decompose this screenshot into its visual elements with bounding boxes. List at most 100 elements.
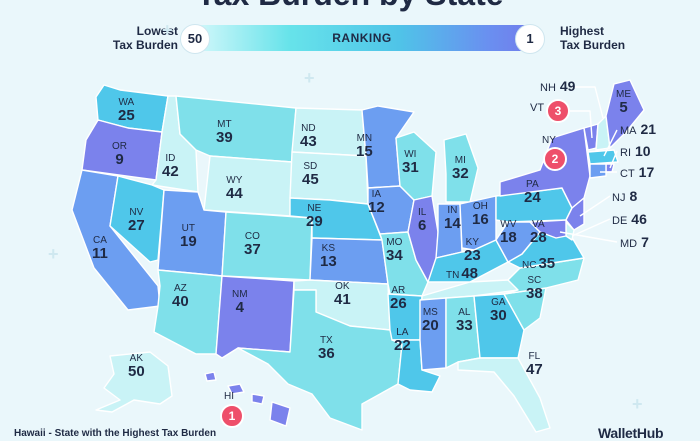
state-rank: 25 bbox=[118, 107, 135, 124]
state-rank: 16 bbox=[472, 211, 489, 228]
state-rank: 44 bbox=[226, 185, 243, 202]
legend-highest-label: Highest Tax Burden bbox=[560, 24, 650, 52]
callout-NH: NH 49 bbox=[540, 78, 575, 94]
state-abbr: NV bbox=[129, 207, 144, 218]
state-abbr: MI bbox=[454, 155, 466, 166]
state-label-MI: MI 32 bbox=[452, 156, 469, 182]
state-rank: 19 bbox=[180, 233, 197, 250]
state-CO[interactable] bbox=[221, 211, 313, 281]
state-abbr: NM bbox=[232, 289, 248, 300]
wallethub-logo: WalletHub bbox=[598, 425, 664, 441]
legend-highest-text: Highest Tax Burden bbox=[560, 24, 626, 52]
state-label-WY: WY 44 bbox=[226, 176, 243, 202]
state-label-TX: TX 36 bbox=[318, 336, 335, 362]
state-abbr: MO bbox=[386, 237, 403, 248]
state-abbr: OR bbox=[112, 141, 127, 152]
state-KY[interactable] bbox=[427, 239, 509, 283]
state-rank: 38 bbox=[526, 285, 543, 302]
state-rank: 48 bbox=[461, 265, 479, 282]
state-abbr: CO bbox=[244, 231, 260, 242]
leader-line-NJ bbox=[579, 195, 611, 217]
state-AK[interactable] bbox=[95, 351, 173, 413]
state-NV[interactable] bbox=[109, 175, 165, 263]
state-label-NY: NY bbox=[542, 136, 556, 146]
decorative-plus-icon: + bbox=[304, 68, 315, 88]
state-rank: 12 bbox=[368, 199, 385, 216]
state-label-WV: WV 18 bbox=[500, 220, 517, 246]
state-abbr: IN bbox=[447, 205, 458, 216]
legend-lowest-label: Lowest Tax Burden bbox=[98, 24, 178, 52]
state-MS[interactable] bbox=[419, 297, 447, 371]
state-abbr: AL bbox=[458, 307, 471, 318]
state-NM[interactable] bbox=[215, 275, 295, 359]
decorative-plus-icon: + bbox=[632, 394, 643, 414]
state-abbr: WV bbox=[500, 219, 517, 230]
state-HI[interactable] bbox=[204, 371, 291, 427]
state-AZ[interactable] bbox=[153, 269, 223, 355]
state-abbr: FL bbox=[528, 351, 541, 362]
state-MD[interactable] bbox=[529, 219, 567, 239]
footnote: Hawaii - State with the Highest Tax Burd… bbox=[14, 428, 217, 439]
state-ME[interactable] bbox=[605, 79, 645, 149]
rank-badge-NY: 2 bbox=[543, 147, 567, 171]
state-FL[interactable] bbox=[457, 357, 551, 433]
state-MA[interactable] bbox=[587, 149, 619, 165]
map-title: Tax Burden by State bbox=[0, 0, 700, 10]
state-rank: 5 bbox=[619, 99, 628, 116]
state-rank: 20 bbox=[422, 317, 439, 334]
decorative-plus-icon: + bbox=[162, 20, 173, 40]
state-rank: 26 bbox=[390, 295, 407, 312]
state-label-MO: MO 34 bbox=[386, 238, 403, 264]
state-label-ID: ID 42 bbox=[162, 154, 179, 180]
state-label-AL: AL 33 bbox=[456, 308, 473, 334]
state-WY[interactable] bbox=[203, 155, 293, 217]
state-label-UT: UT 19 bbox=[180, 224, 197, 250]
callout-abbr: MD bbox=[620, 238, 638, 250]
callout-rank: 10 bbox=[635, 143, 651, 159]
state-abbr: AZ bbox=[173, 283, 187, 294]
state-rank: 23 bbox=[464, 247, 481, 264]
state-label-IN: IN 14 bbox=[444, 206, 461, 232]
state-rank: 50 bbox=[128, 363, 145, 380]
legend-ranking-label: RANKING bbox=[332, 31, 392, 45]
state-label-GA: GA 30 bbox=[490, 298, 507, 324]
state-NJ[interactable] bbox=[565, 197, 585, 231]
state-label-MS: MS 20 bbox=[422, 308, 439, 334]
state-abbr: AK bbox=[129, 353, 144, 364]
state-abbr: WY bbox=[226, 175, 243, 186]
state-rank: 34 bbox=[386, 247, 403, 264]
state-abbr: MN bbox=[356, 133, 373, 144]
state-abbr: WI bbox=[404, 149, 417, 160]
callout-rank: 21 bbox=[640, 121, 657, 137]
state-abbr: IA bbox=[371, 189, 382, 200]
state-abbr: TN bbox=[446, 270, 460, 281]
state-label-VA: VA 28 bbox=[530, 220, 547, 246]
state-abbr: OK bbox=[335, 281, 350, 292]
callout-rank: 46 bbox=[631, 211, 647, 227]
state-GA[interactable] bbox=[473, 293, 525, 359]
state-rank: 43 bbox=[300, 133, 317, 150]
state-label-PA: PA 24 bbox=[524, 180, 541, 206]
state-label-WI: WI 31 bbox=[402, 150, 419, 176]
state-label-SC: SC 38 bbox=[526, 276, 543, 302]
state-abbr: GA bbox=[491, 297, 506, 308]
state-label-KY: KY 23 bbox=[464, 238, 481, 264]
state-abbr: PA bbox=[526, 179, 539, 190]
state-rank: 24 bbox=[524, 189, 541, 206]
state-label-CA: CA 11 bbox=[92, 236, 108, 262]
state-label-FL: FL 47 bbox=[526, 352, 543, 378]
state-rank: 32 bbox=[452, 165, 469, 182]
state-rank: 29 bbox=[306, 213, 323, 230]
state-TX[interactable] bbox=[237, 289, 403, 431]
ranking-gradient-bar bbox=[180, 25, 544, 51]
callout-abbr: RI bbox=[620, 147, 631, 159]
callout-DE: DE 46 bbox=[612, 211, 647, 227]
state-abbr: NE bbox=[307, 203, 322, 214]
state-label-WA: WA 25 bbox=[118, 98, 135, 124]
state-label-ME: ME 5 bbox=[616, 90, 631, 116]
state-label-TN: TN 48 bbox=[446, 266, 478, 282]
state-CT[interactable] bbox=[589, 163, 607, 179]
state-rank: 27 bbox=[128, 217, 145, 234]
state-abbr: ND bbox=[301, 123, 316, 134]
state-rank: 31 bbox=[402, 159, 419, 176]
